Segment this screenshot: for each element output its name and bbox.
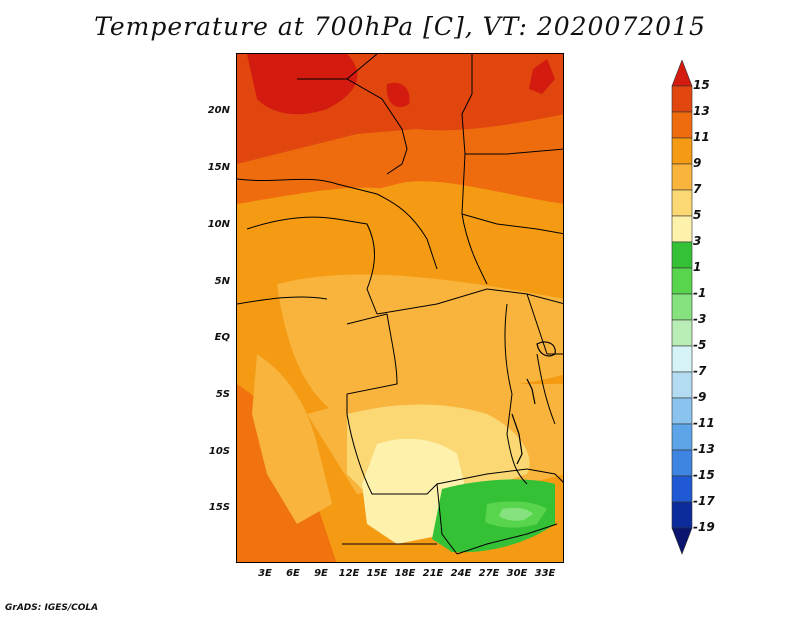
colorbar-label: 3: [693, 234, 702, 248]
field-sw-lightorange: [252, 354, 332, 524]
field-hot-15c: [529, 59, 555, 94]
colorbar-label: -1: [693, 286, 707, 300]
lakes: [511, 341, 556, 465]
colorbar-swatch: [671, 319, 693, 347]
field-zambia-m3: [499, 507, 533, 521]
colorbar-label: -17: [693, 494, 715, 508]
colorbar-swatch: [671, 189, 693, 217]
colorbar-swatch: [671, 397, 693, 425]
colorbar-label: -13: [693, 442, 715, 456]
temperature-map: [236, 53, 564, 563]
colorbar-swatch: [671, 293, 693, 321]
lon-label-30e: 30E: [506, 568, 528, 579]
colorbar-swatch: [671, 423, 693, 451]
colorbar-label: -5: [693, 338, 707, 352]
colorbar-swatch: [671, 501, 693, 529]
grads-credit: GrADS: IGES/COLA: [5, 603, 99, 613]
colorbar-swatch: [671, 449, 693, 477]
country-borders: [237, 54, 563, 555]
lon-label-21e: 21E: [422, 568, 444, 579]
lat-label-5n: 5N: [214, 276, 230, 287]
lat-label-15n: 15N: [207, 162, 230, 173]
lon-label-6e: 6E: [286, 568, 300, 579]
lon-label-12e: 12E: [338, 568, 360, 579]
field-congo-7: [277, 274, 563, 414]
colorbar-label: 15: [693, 78, 710, 92]
colorbar-swatch: [671, 267, 693, 295]
lon-label-15e: 15E: [366, 568, 388, 579]
colorbar-swatch: [671, 241, 693, 269]
colorbar-label: 1: [693, 260, 702, 274]
colorbar-label: 7: [693, 182, 702, 196]
colorbar-swatch: [671, 85, 693, 113]
colorbar-label: -3: [693, 312, 707, 326]
lon-label-3e: 3E: [258, 568, 272, 579]
colorbar-label: 11: [693, 130, 710, 144]
field-hot-15b: [386, 82, 410, 108]
colorbar-label: -11: [693, 416, 715, 430]
colorbar-arrow-top: [671, 60, 693, 87]
colorbar-swatch: [671, 163, 693, 191]
lon-label-9e: 9E: [314, 568, 328, 579]
lon-label-27e: 27E: [478, 568, 500, 579]
colorbar-swatch: [671, 111, 693, 139]
colorbar-label: -9: [693, 390, 707, 404]
field-hot-15: [247, 54, 358, 115]
lon-label-18e: 18E: [394, 568, 416, 579]
lat-label-20n: 20N: [207, 105, 230, 116]
colorbar-label: 13: [693, 104, 710, 118]
colorbar-label: 5: [693, 208, 702, 222]
colorbar-label: -19: [693, 520, 715, 534]
lat-label-10s: 10S: [208, 446, 230, 457]
field-west-9: [237, 187, 563, 294]
colorbar-swatch: [671, 215, 693, 243]
colorbar-label: 9: [693, 156, 702, 170]
lat-label-10n: 10N: [207, 219, 230, 230]
lat-label-5s: 5S: [215, 389, 230, 400]
colorbar-label: -15: [693, 468, 715, 482]
colorbar: [671, 60, 693, 555]
lon-label-24e: 24E: [450, 568, 472, 579]
colorbar-label: -7: [693, 364, 707, 378]
colorbar-swatch: [671, 475, 693, 503]
colorbar-arrow-bottom: [671, 527, 693, 555]
colorbar-swatch: [671, 137, 693, 165]
lat-label-15s: 15S: [208, 502, 230, 513]
lon-label-33e: 33E: [534, 568, 556, 579]
chart-title: Temperature at 700hPa [C], VT: 202007201…: [94, 12, 706, 41]
colorbar-swatch: [671, 345, 693, 373]
lat-label-eq: EQ: [214, 332, 230, 343]
colorbar-swatch: [671, 371, 693, 399]
